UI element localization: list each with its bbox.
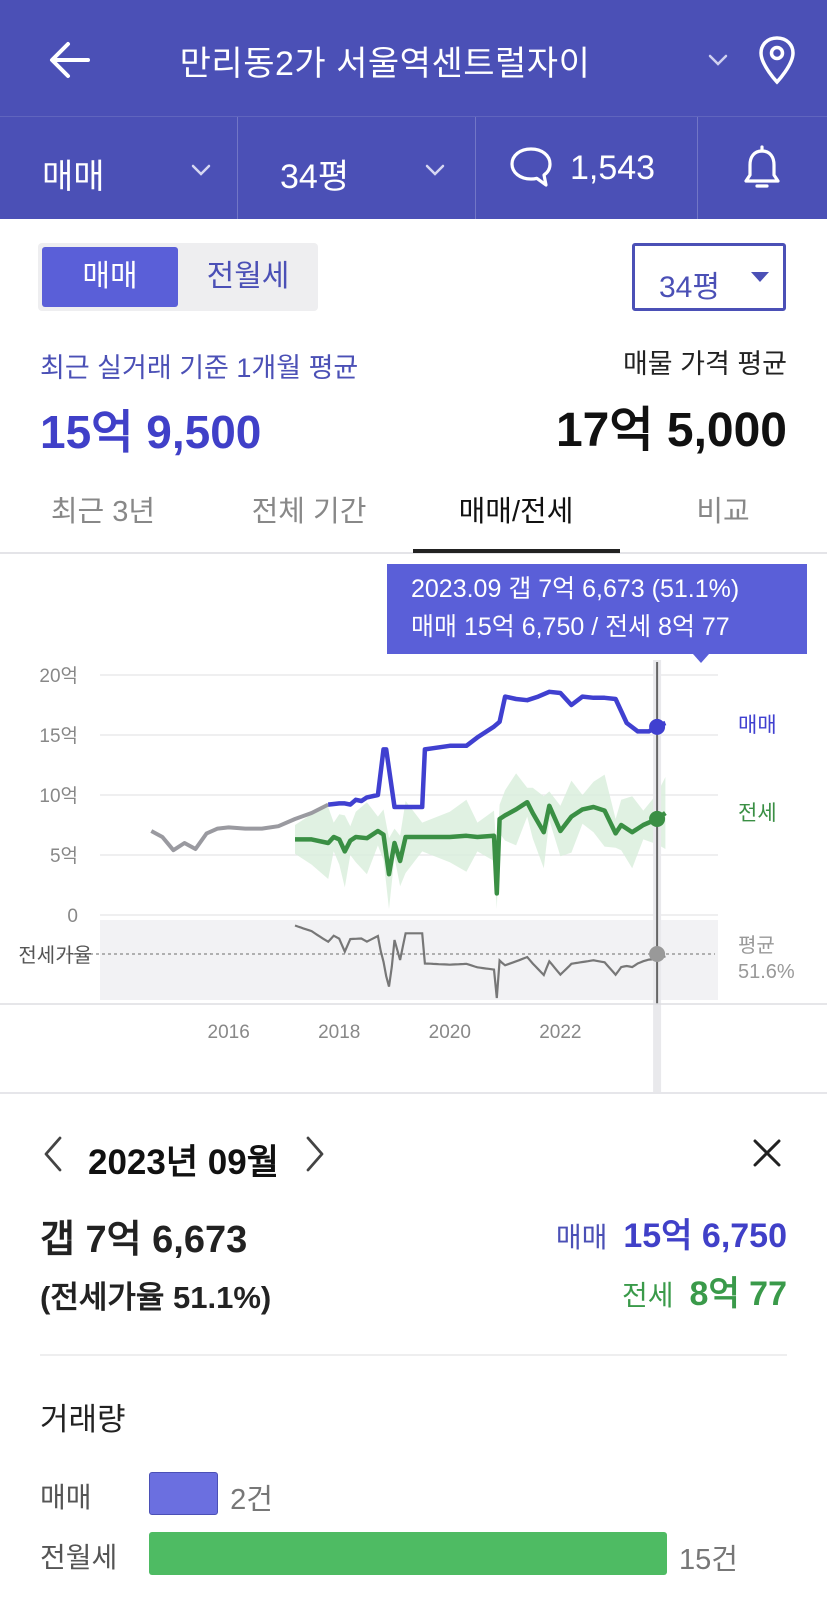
x-tick-label: 2022 [539,1022,581,1043]
chart-tooltip: 2023.09 갭 7억 6,673 (51.1%) 매매 15억 6,750 … [387,564,807,654]
jeonse-price-value: 8억 77 [689,1275,787,1313]
ratio-avg-label: 평균 [738,934,775,957]
close-icon[interactable] [750,1136,784,1170]
size-dropdown[interactable]: 34평 [632,243,786,311]
recent-average-value: 15억 9,500 [40,406,262,458]
gap-amount: 갭 7억 6,673 [40,1219,248,1261]
chevron-down-icon[interactable] [704,46,732,74]
tooltip-line-2: 매매 15억 6,750 / 전세 8억 77 [411,613,730,641]
y-tick-label: 15억 [39,725,78,747]
volume-sale-label: 매매 [40,1482,92,1513]
volume-sale-bar [149,1472,219,1515]
ratio-series-line [294,924,666,999]
page-title[interactable]: 만리동2가 서울역센트럴자이 [179,45,591,83]
active-tab-indicator [413,549,620,553]
toggle-rent[interactable]: 전월세 [206,260,290,293]
divider [40,1354,787,1356]
y-tick-label: 0 [67,906,78,927]
ratio-axis-label: 전세가율 [18,944,92,967]
y-tick-label: 20억 [39,665,78,687]
ratio-selected-point [649,946,666,962]
listing-average-label: 매물 가격 평균 [622,349,787,379]
comment-count: 1,543 [570,149,656,187]
chevron-right-icon[interactable] [302,1134,328,1174]
jeonse-price-label: 전세 [622,1280,674,1311]
listing-average-value: 17억 5,000 [555,404,787,457]
volume-rent-bar [149,1532,667,1575]
jeonse-selected-point [649,810,666,827]
tab-all-period[interactable]: 전체 기간 [251,496,367,528]
caret-down-icon [751,272,769,282]
tab-sale-jeonse[interactable]: 매매/전세 [458,496,574,528]
size-dropdown-label: 34평 [659,271,720,304]
volume-sale-count: 2건 [230,1484,273,1516]
recent-average-label: 최근 실거래 기준 1개월 평균 [40,353,359,383]
back-arrow-icon[interactable] [44,34,96,86]
sale-selected-point [649,718,666,735]
volume-title: 거래량 [40,1402,126,1437]
app-header: 만리동2가 서울역센트럴자이 [0,0,827,116]
volume-rent-label: 전월세 [40,1542,118,1573]
comments-button[interactable]: 1,543 [476,117,698,220]
tooltip-line-1: 2023.09 갭 7억 6,673 (51.1%) [411,575,740,603]
jeonse-price-row: 전세 8억 77 [622,1266,787,1315]
sale-price-label: 매매 [555,1222,608,1253]
notification-button[interactable] [698,117,827,220]
x-tick-label: 2020 [429,1022,471,1043]
chevron-down-icon [425,164,445,176]
jeonse-series-line [295,799,667,896]
tooltip-tail [693,654,709,663]
y-tick-label: 5억 [50,845,78,867]
toggle-sale[interactable]: 매매 [42,247,178,307]
deal-toggle: 매매 전월세 [38,243,318,311]
ratio-band [100,920,718,1000]
jeonse-ratio: (전세가율 51.1%) [40,1280,272,1315]
y-tick-label: 10억 [39,785,78,807]
location-pin-icon[interactable] [756,34,798,86]
tab-recent-3y[interactable]: 최근 3년 [50,496,156,528]
filter-bar: 매매 34평 1,543 [0,116,827,220]
sale-price-row: 매매 15억 6,750 [556,1208,787,1257]
size-select[interactable]: 34평 [238,117,476,220]
deal-type-label: 매매 [42,158,105,196]
period-tabs: 최근 3년 전체 기간 매매/전세 비교 [0,470,827,554]
volume-rent-count: 15건 [679,1544,738,1576]
chevron-left-icon[interactable] [40,1134,66,1174]
selected-month: 2023년 09월 [88,1143,279,1182]
x-tick-label: 2018 [318,1022,360,1043]
sale-series-early-line [150,802,330,853]
section-divider [0,1092,827,1094]
sale-series-line [327,689,667,810]
ratio-avg-value: 51.6% [738,961,795,983]
chevron-down-icon [191,164,211,176]
legend-sale: 매매 [738,714,777,737]
tab-compare[interactable]: 비교 [696,496,750,528]
sale-price-value: 15억 6,750 [623,1217,787,1255]
chat-bubble-icon [510,147,552,187]
x-tick-label: 2016 [208,1022,250,1043]
size-label: 34평 [280,158,350,196]
legend-jeonse: 전세 [738,802,777,825]
bell-icon [744,145,780,188]
deal-type-select[interactable]: 매매 [0,117,238,220]
